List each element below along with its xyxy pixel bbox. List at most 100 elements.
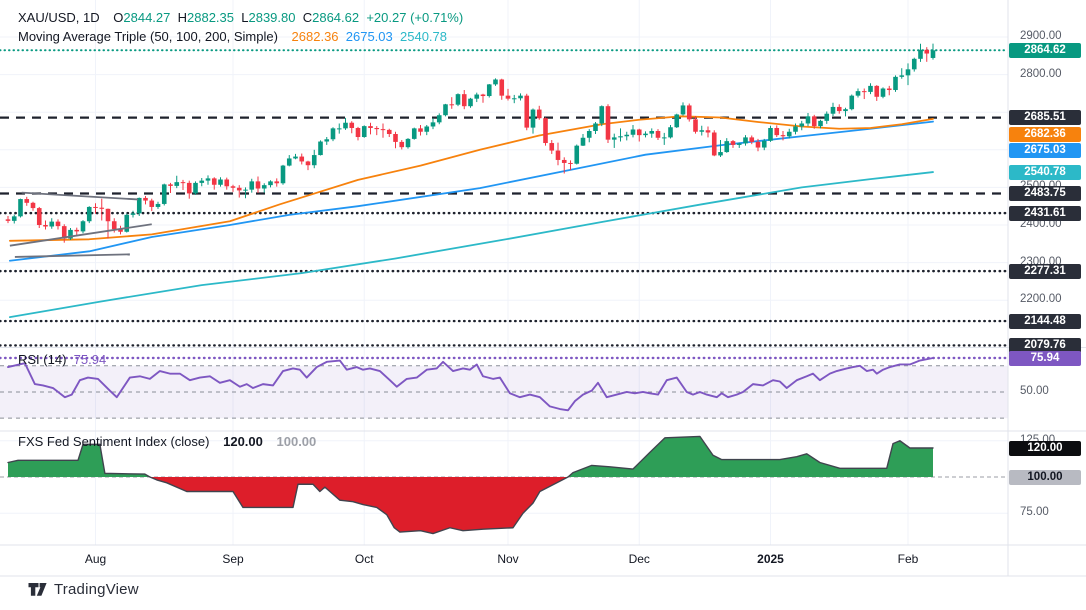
legend-row-rsi[interactable]: RSI (14) 75.94 bbox=[18, 352, 106, 367]
candle bbox=[405, 138, 411, 148]
time-axis-label: Feb bbox=[897, 552, 919, 566]
legend-row-ma[interactable]: Moving Average Triple (50, 100, 200, Sim… bbox=[18, 29, 447, 44]
candle bbox=[549, 143, 555, 151]
trendlines[interactable] bbox=[9, 191, 152, 258]
ma100-line bbox=[8, 120, 934, 262]
axis-label: 75.00 bbox=[1020, 506, 1049, 519]
candle bbox=[674, 114, 680, 128]
candle bbox=[855, 91, 861, 96]
rsi-indicator-title: RSI (14) bbox=[18, 352, 67, 367]
candle bbox=[818, 120, 823, 127]
candle bbox=[874, 85, 880, 97]
candle bbox=[105, 208, 111, 222]
price-change: +20.27 (+0.71%) bbox=[366, 10, 464, 25]
candle bbox=[255, 181, 261, 189]
ma200-value: 2540.78 bbox=[400, 29, 447, 44]
candle bbox=[624, 134, 630, 137]
sentiment-area-negative bbox=[8, 477, 933, 534]
candle bbox=[868, 85, 873, 92]
pane-separators bbox=[0, 0, 1086, 577]
candle bbox=[786, 131, 792, 137]
candle bbox=[299, 156, 305, 162]
axis-label: 50.00 bbox=[1020, 384, 1049, 397]
legend-row-sentiment[interactable]: FXS Fed Sentiment Index (close) 120.00 1… bbox=[18, 434, 316, 449]
candle bbox=[530, 109, 536, 128]
candle bbox=[361, 126, 367, 138]
candle bbox=[830, 106, 836, 114]
candle bbox=[118, 229, 123, 232]
candle bbox=[143, 197, 148, 201]
candle bbox=[730, 141, 736, 145]
candle bbox=[924, 49, 930, 54]
ma50-value: 2682.36 bbox=[291, 29, 339, 44]
candle bbox=[355, 127, 361, 138]
candle bbox=[236, 187, 242, 191]
time-axis-label: Nov bbox=[497, 552, 519, 566]
candle bbox=[430, 122, 436, 127]
candle bbox=[905, 69, 911, 76]
candle bbox=[849, 95, 855, 110]
ohlc-high: H2882.35 bbox=[177, 10, 235, 25]
candle bbox=[636, 129, 642, 136]
time-axis-label: Oct bbox=[354, 552, 374, 566]
candle bbox=[311, 155, 317, 166]
candle bbox=[893, 76, 898, 91]
candle bbox=[474, 94, 480, 99]
candle bbox=[799, 123, 805, 127]
candle bbox=[811, 116, 817, 127]
candle bbox=[724, 141, 730, 153]
candle bbox=[749, 137, 755, 142]
candle bbox=[661, 137, 667, 139]
candle bbox=[536, 109, 542, 119]
candle bbox=[24, 199, 30, 203]
candle bbox=[199, 180, 205, 183]
candle bbox=[699, 130, 705, 132]
tradingview-logo-text: TradingView bbox=[54, 581, 139, 598]
candle bbox=[211, 178, 217, 185]
candle bbox=[880, 88, 886, 97]
ma200-line bbox=[8, 171, 934, 319]
support-resistance-lines[interactable] bbox=[0, 116, 1010, 347]
candle bbox=[499, 79, 505, 96]
candle bbox=[443, 104, 448, 116]
candle bbox=[480, 94, 486, 97]
candle bbox=[418, 128, 423, 132]
candle bbox=[86, 206, 92, 222]
candle bbox=[411, 128, 417, 139]
candle bbox=[568, 162, 573, 164]
ohlc-close: C2864.62 bbox=[302, 10, 360, 25]
candle bbox=[293, 156, 298, 159]
candle bbox=[705, 130, 711, 133]
candle bbox=[461, 94, 467, 107]
time-axis-label: 2025 bbox=[757, 552, 784, 566]
candle bbox=[68, 229, 73, 239]
ma-indicator-title: Moving Average Triple (50, 100, 200, Sim… bbox=[18, 29, 278, 44]
tradingview-attribution[interactable]: TradingView bbox=[28, 581, 139, 598]
candle bbox=[318, 141, 323, 156]
axis-label: 2900.00 bbox=[1020, 30, 1062, 42]
candle bbox=[5, 219, 11, 221]
candle bbox=[55, 221, 61, 227]
candle bbox=[286, 158, 292, 166]
legend-row-symbol[interactable]: XAU/USD, 1D O2844.27 H2882.35 L2839.80 C… bbox=[18, 10, 463, 25]
candle bbox=[180, 182, 186, 184]
candle bbox=[186, 182, 192, 194]
candle bbox=[261, 185, 267, 189]
candle bbox=[386, 129, 392, 135]
candle bbox=[686, 105, 692, 120]
axis-badge: 2685.51 bbox=[1009, 110, 1081, 126]
axis-badge: 2277.31 bbox=[1009, 263, 1081, 279]
candle bbox=[230, 186, 236, 188]
sentiment-baseline-value: 100.00 bbox=[276, 434, 317, 449]
candle bbox=[543, 118, 548, 144]
candle bbox=[30, 202, 36, 209]
candle bbox=[349, 122, 355, 128]
candle bbox=[805, 116, 811, 124]
candle bbox=[330, 128, 336, 140]
candle bbox=[99, 207, 105, 209]
candle bbox=[718, 152, 723, 156]
candle bbox=[49, 221, 55, 227]
candle bbox=[399, 141, 405, 148]
